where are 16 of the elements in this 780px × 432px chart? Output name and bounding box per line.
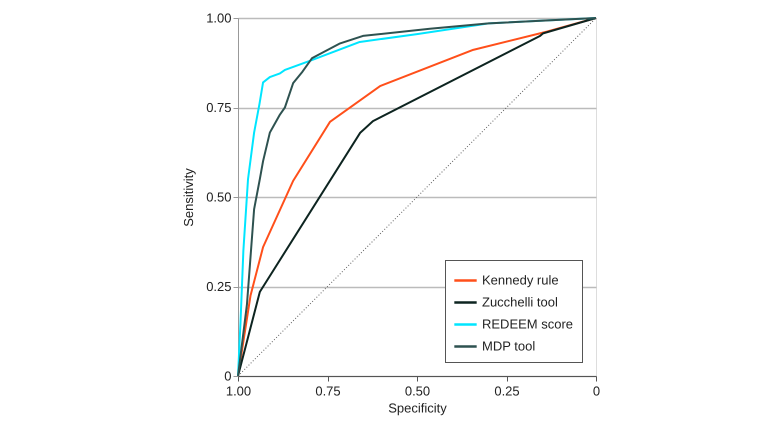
- legend-label: REDEEM score: [482, 316, 574, 332]
- legend-label: Zucchelli tool: [482, 294, 558, 310]
- x-tick-label: 1.00: [226, 384, 252, 398]
- y-tick-label: 0.50: [206, 190, 232, 204]
- y-axis-title: Sensitivity: [181, 168, 196, 227]
- x-axis-title: Specificity: [388, 400, 448, 416]
- x-tick-label: 0.25: [494, 384, 520, 398]
- y-tick-label: 0.75: [206, 100, 232, 115]
- y-tick-label: 1.00: [206, 10, 232, 26]
- y-tick-label: 0.25: [206, 279, 232, 294]
- legend-label: Kennedy rule: [482, 272, 559, 288]
- legend-label: MDP tool: [482, 338, 536, 354]
- x-tick-label: 0.50: [404, 384, 430, 398]
- x-tick-label: 0: [592, 384, 600, 398]
- x-tick-label: 0.75: [315, 384, 341, 398]
- y-tick-label: 0: [224, 368, 232, 384]
